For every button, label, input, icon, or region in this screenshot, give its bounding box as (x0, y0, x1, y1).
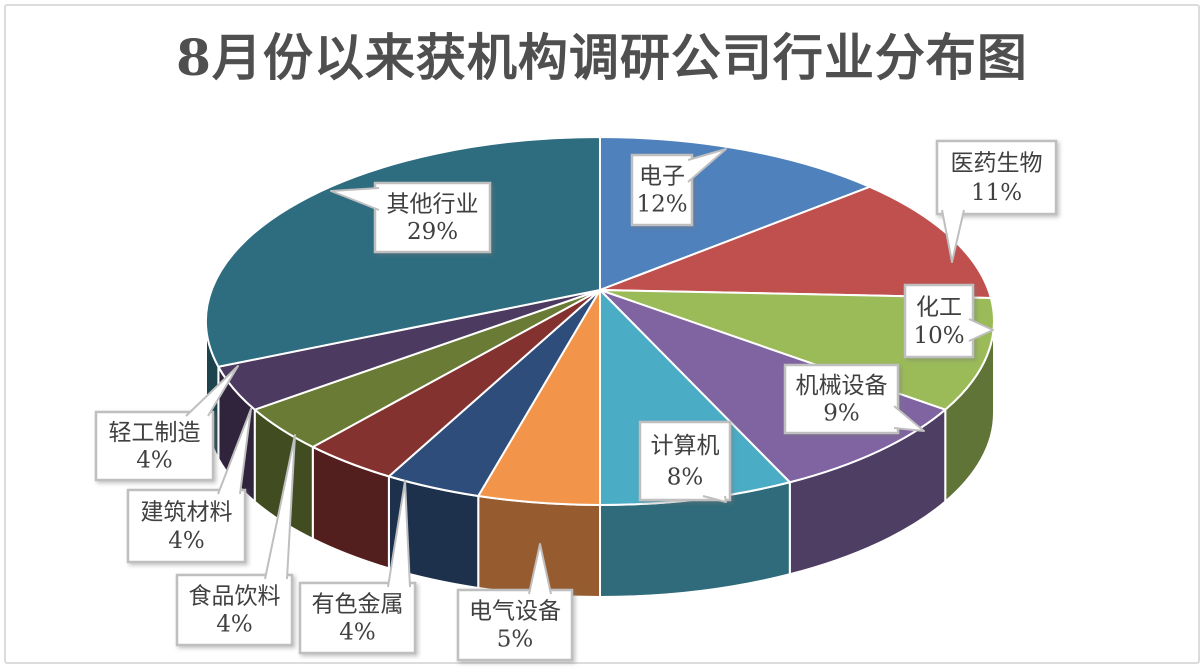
callout-box (175, 573, 294, 647)
callout-pointer (702, 495, 727, 503)
callout-pointer (968, 318, 994, 342)
callout-pointer (687, 148, 727, 183)
callout-pointer (217, 408, 252, 495)
callout-category-label: 轻工制造 (109, 420, 201, 446)
callout-category-label: 电气设备 (469, 599, 561, 625)
callout-box (630, 153, 694, 227)
callout-category-label: 电子 (639, 164, 685, 190)
callout-percent-label: 8% (667, 464, 704, 490)
callout-category-label: 医药生物 (951, 151, 1043, 177)
pie-callout-2: 化工 10% (903, 283, 994, 359)
callout-category-label: 建筑材料 (141, 499, 233, 525)
callout-box (126, 488, 247, 564)
callout-pointer (387, 480, 411, 588)
callout-percent-label: 4% (136, 447, 173, 473)
callout-percent-label: 5% (497, 627, 534, 653)
callout-pointer (941, 209, 965, 263)
callout-percent-label: 4% (168, 528, 205, 554)
chart-title: 8月份以来获机构调研公司行业分布图 (176, 28, 1028, 87)
callout-box (783, 363, 900, 435)
callout-category-label: 计算机 (651, 433, 720, 459)
callout-category-label: 其他行业 (387, 191, 479, 217)
callout-pointer (528, 543, 552, 595)
callout-box (298, 581, 417, 655)
callout-box (935, 139, 1058, 216)
callout-percent-label: 10% (913, 323, 964, 349)
callout-pointer (330, 187, 380, 211)
callout-category-label: 机械设备 (796, 373, 888, 399)
callout-pointer (264, 434, 296, 580)
callout-pointer (185, 365, 239, 417)
callout-percent-label: 12% (636, 192, 687, 218)
pie-callout-8: 建筑材料 4% (126, 408, 252, 564)
callout-category-label: 化工 (916, 294, 962, 320)
callout-box (373, 181, 492, 254)
pie-callout-1: 医药生物 11% (935, 139, 1058, 263)
callout-box (638, 420, 732, 502)
callout-percent-label: 9% (823, 400, 860, 426)
callout-category-label: 食品饮料 (189, 584, 281, 610)
callout-box (903, 283, 975, 359)
callout-pointer (893, 405, 925, 432)
callout-box (456, 588, 574, 662)
callout-percent-label: 4% (216, 612, 253, 638)
pie-callout-4: 计算机 8% (638, 420, 732, 503)
callout-percent-label: 29% (407, 219, 458, 245)
callout-category-label: 有色金属 (312, 592, 404, 618)
callout-percent-label: 11% (971, 180, 1022, 206)
callout-box (94, 410, 215, 482)
callout-percent-label: 4% (339, 620, 376, 646)
